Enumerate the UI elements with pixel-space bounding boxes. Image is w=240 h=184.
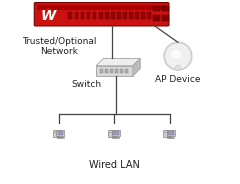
Bar xyxy=(75,13,78,19)
Bar xyxy=(57,137,64,138)
Polygon shape xyxy=(133,59,140,76)
Bar xyxy=(105,69,108,73)
Bar xyxy=(167,137,174,138)
Bar xyxy=(141,13,145,19)
Bar xyxy=(58,131,63,135)
Polygon shape xyxy=(96,59,140,66)
Bar xyxy=(125,69,127,73)
Text: AP Device: AP Device xyxy=(155,75,201,84)
Bar xyxy=(87,13,90,19)
Bar xyxy=(115,69,118,73)
Bar xyxy=(99,13,102,19)
Bar xyxy=(113,131,119,135)
Bar xyxy=(135,13,139,19)
Bar xyxy=(56,130,65,137)
Bar xyxy=(53,130,57,137)
Bar xyxy=(110,69,113,73)
Bar xyxy=(68,13,72,19)
Bar xyxy=(120,69,123,73)
Bar xyxy=(37,5,166,10)
Bar xyxy=(123,13,127,19)
Bar xyxy=(53,132,57,133)
Circle shape xyxy=(164,42,192,70)
Circle shape xyxy=(41,8,55,22)
Bar xyxy=(163,130,168,137)
Bar xyxy=(162,15,169,21)
Bar xyxy=(111,13,115,19)
Text: Switch: Switch xyxy=(72,80,102,89)
Bar xyxy=(108,132,112,133)
Bar xyxy=(129,13,133,19)
Text: Trusted/Optional
Network: Trusted/Optional Network xyxy=(22,37,96,56)
Bar xyxy=(117,13,121,19)
Circle shape xyxy=(171,49,181,59)
Bar xyxy=(105,13,108,19)
Polygon shape xyxy=(96,66,133,76)
Bar xyxy=(167,130,175,137)
Bar xyxy=(100,69,103,73)
Text: W: W xyxy=(41,9,56,23)
Bar xyxy=(153,6,160,11)
Bar xyxy=(112,137,119,138)
Bar xyxy=(93,13,96,19)
Bar xyxy=(168,131,174,135)
Bar xyxy=(81,13,84,19)
Circle shape xyxy=(175,65,180,70)
Bar xyxy=(162,6,169,11)
Bar xyxy=(112,130,120,137)
Bar xyxy=(147,13,151,19)
Text: Wired LAN: Wired LAN xyxy=(89,160,140,170)
Bar xyxy=(164,132,167,133)
Bar xyxy=(108,130,113,137)
Bar xyxy=(153,15,160,21)
FancyBboxPatch shape xyxy=(34,3,169,26)
